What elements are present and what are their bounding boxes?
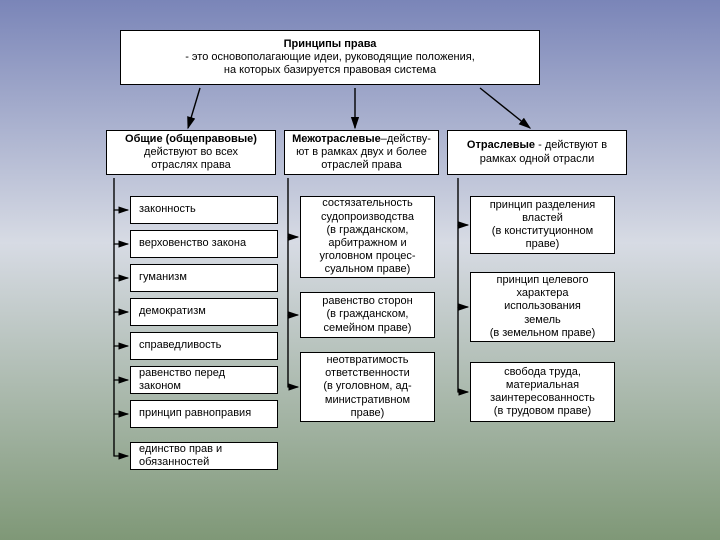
item-text-sector-1-3: земель bbox=[524, 314, 561, 327]
item-common-7: единство прав иобязанностей bbox=[130, 442, 278, 470]
item-inter-0: состязательностьсудопроизводства(в гражд… bbox=[300, 196, 435, 278]
item-text-inter-1-1: (в гражданском, bbox=[327, 308, 409, 321]
item-text-sector-2-2: заинтересованность bbox=[490, 392, 595, 405]
item-text-inter-1-0: равенство сторон bbox=[322, 295, 412, 308]
item-text-sector-1-0: принцип целевого bbox=[497, 274, 589, 287]
branch-header-inter: Межотраслевые–действу-ют в рамках двух и… bbox=[284, 130, 439, 175]
item-text-sector-2-0: свобода труда, bbox=[504, 366, 581, 379]
branch-header-line-sector-0: рамках одной отрасли bbox=[480, 153, 594, 166]
item-inter-1: равенство сторон(в гражданском,семейном … bbox=[300, 292, 435, 338]
item-sector-1: принцип целевогохарактераиспользованиязе… bbox=[470, 272, 615, 342]
item-text-common-6-0: принцип равноправия bbox=[139, 407, 251, 420]
item-text-inter-2-1: ответственности bbox=[325, 367, 410, 380]
item-text-sector-1-1: характера bbox=[517, 287, 569, 300]
root-title: Принципы права bbox=[284, 38, 377, 51]
branch-header-title-common: Общие (общеправовые) bbox=[125, 133, 257, 146]
branch-header-rest-sector: - действуют в bbox=[535, 139, 607, 151]
branch-header-title-sector: Отраслевые - действуют в bbox=[467, 139, 607, 152]
item-text-inter-1-2: семейном праве) bbox=[324, 322, 412, 335]
item-text-common-0-0: законность bbox=[139, 203, 196, 216]
item-text-inter-0-0: состязательность bbox=[322, 197, 412, 210]
item-text-sector-0-1: властей bbox=[522, 212, 563, 225]
item-text-inter-2-0: неотвратимость bbox=[326, 354, 408, 367]
branch-header-line-common-1: отраслях права bbox=[151, 159, 231, 172]
item-common-0: законность bbox=[130, 196, 278, 224]
branch-header-line-inter-0: ют в рамках двух и более bbox=[296, 146, 427, 159]
item-text-common-2-0: гуманизм bbox=[139, 271, 187, 284]
item-common-6: принцип равноправия bbox=[130, 400, 278, 428]
branch-header-rest-inter: –действу- bbox=[381, 133, 431, 145]
root-line-3: на которых базируется правовая система bbox=[224, 64, 436, 77]
item-common-4: справедливость bbox=[130, 332, 278, 360]
item-sector-2: свобода труда,материальнаязаинтересованн… bbox=[470, 362, 615, 422]
item-text-inter-0-3: арбитражном и bbox=[328, 237, 406, 250]
item-text-inter-2-3: министративном bbox=[325, 394, 410, 407]
item-text-sector-1-4: (в земельном праве) bbox=[490, 327, 596, 340]
branch-header-line-common-0: действуют во всех bbox=[144, 146, 238, 159]
item-text-inter-0-5: суальном праве) bbox=[325, 263, 411, 276]
item-text-common-5-1: законом bbox=[139, 380, 181, 393]
item-text-inter-2-2: (в уголовном, ад- bbox=[323, 380, 411, 393]
item-text-inter-0-4: уголовном процес- bbox=[319, 250, 415, 263]
item-common-5: равенство передзаконом bbox=[130, 366, 278, 394]
item-text-common-7-0: единство прав и bbox=[139, 443, 222, 456]
root-box: Принципы права- это основополагающие иде… bbox=[120, 30, 540, 85]
item-inter-2: неотвратимостьответственности(в уголовно… bbox=[300, 352, 435, 422]
root-line-2: - это основополагающие идеи, руководящие… bbox=[185, 51, 475, 64]
branch-header-line-inter-1: отраслей права bbox=[321, 159, 401, 172]
item-text-common-1-0: верховенство закона bbox=[139, 237, 246, 250]
item-common-2: гуманизм bbox=[130, 264, 278, 292]
item-text-common-7-1: обязанностей bbox=[139, 456, 209, 469]
item-text-common-4-0: справедливость bbox=[139, 339, 221, 352]
item-text-sector-2-1: материальная bbox=[506, 379, 579, 392]
item-text-common-5-0: равенство перед bbox=[139, 367, 225, 380]
item-text-inter-0-2: (в гражданском, bbox=[327, 224, 409, 237]
item-text-inter-0-1: судопроизводства bbox=[321, 211, 414, 224]
item-text-sector-0-3: праве) bbox=[526, 238, 560, 251]
item-text-inter-2-4: праве) bbox=[351, 407, 385, 420]
item-text-sector-2-3: (в трудовом праве) bbox=[494, 405, 591, 418]
item-common-3: демократизм bbox=[130, 298, 278, 326]
branch-header-sector: Отраслевые - действуют врамках одной отр… bbox=[447, 130, 627, 175]
item-text-sector-0-0: принцип разделения bbox=[490, 199, 596, 212]
branch-header-title-inter: Межотраслевые–действу- bbox=[292, 133, 431, 146]
item-common-1: верховенство закона bbox=[130, 230, 278, 258]
item-text-common-3-0: демократизм bbox=[139, 305, 206, 318]
item-text-sector-0-2: (в конституционном bbox=[492, 225, 593, 238]
branch-header-common: Общие (общеправовые)действуют во всехотр… bbox=[106, 130, 276, 175]
item-text-sector-1-2: использования bbox=[504, 300, 581, 313]
item-sector-0: принцип разделениявластей(в конституцион… bbox=[470, 196, 615, 254]
